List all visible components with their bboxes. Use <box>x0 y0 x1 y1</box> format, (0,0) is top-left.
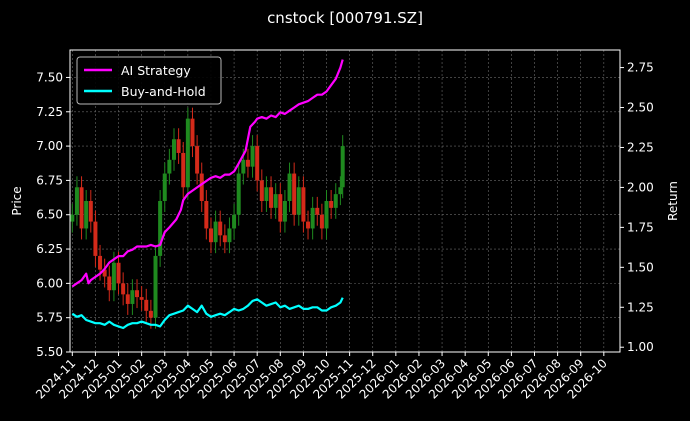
candle-body <box>324 201 329 229</box>
right-y-tick-label: 2.50 <box>627 101 654 115</box>
candle-body <box>195 146 200 174</box>
right-y-tick-label: 1.50 <box>627 260 654 274</box>
legend-box <box>76 56 222 105</box>
candle-body <box>264 187 269 201</box>
candle-body <box>162 173 167 201</box>
candle-body <box>93 221 98 256</box>
candle-body <box>88 201 93 222</box>
candle-body <box>315 207 320 215</box>
series-line-ai-strategy <box>71 59 344 288</box>
right-y-tick-label: 1.75 <box>627 220 654 234</box>
left-y-tick-label: 7.00 <box>36 139 63 153</box>
right-y-tick-label: 2.25 <box>627 140 654 154</box>
legend: AI Strategy Buy-and-Hold <box>76 56 222 105</box>
legend-label-buy-and-hold: Buy-and-Hold <box>121 84 206 99</box>
candle-body <box>310 207 315 229</box>
candle-body <box>287 173 292 201</box>
candle-body <box>301 187 306 222</box>
candle-body <box>176 139 181 153</box>
candle-body <box>190 118 195 147</box>
candle-body <box>84 201 89 229</box>
candle-body <box>255 146 260 181</box>
left-y-tick-label: 5.50 <box>36 345 63 359</box>
series-lines <box>71 59 344 330</box>
candle-body <box>340 146 345 188</box>
left-y-tick-label: 6.75 <box>36 173 63 187</box>
candle-body <box>167 159 172 174</box>
right-y-ticks: 1.00 1.25 1.50 1.75 2.00 2.25 2.50 2.75 <box>620 61 654 354</box>
candle-body <box>273 194 278 208</box>
candle-body <box>329 201 334 208</box>
left-y-tick-label: 6.50 <box>36 208 63 222</box>
candle-body <box>208 228 213 243</box>
left-y-axis-label: Price <box>10 186 24 215</box>
candle-body <box>259 180 264 201</box>
candle-body <box>199 173 204 201</box>
candle-body <box>282 201 287 222</box>
candle-body <box>153 255 158 318</box>
candle-body <box>213 221 218 243</box>
candle-body <box>158 201 163 256</box>
candle-body <box>74 187 79 215</box>
candle-body <box>232 214 237 229</box>
candle-body <box>338 187 343 195</box>
candle-body <box>222 235 227 243</box>
candle-body <box>333 194 338 208</box>
right-y-tick-label: 2.00 <box>627 180 654 194</box>
left-y-tick-label: 6.25 <box>36 242 63 256</box>
candle-body <box>269 187 274 208</box>
candle-body <box>319 214 324 229</box>
candle-body <box>245 159 250 167</box>
candle-body <box>98 255 103 270</box>
plot-frame <box>69 49 621 353</box>
candle-body <box>241 159 246 174</box>
candle-body <box>181 152 186 188</box>
candle-body <box>227 228 232 243</box>
right-y-tick-label: 2.75 <box>627 61 654 75</box>
left-y-tick-label: 7.50 <box>36 70 63 84</box>
candle-body <box>292 173 297 215</box>
left-y-tick-label: 6.00 <box>36 276 63 290</box>
candle-body <box>144 299 149 311</box>
candle-body <box>306 221 311 229</box>
series-line-buy-and-hold <box>71 297 344 330</box>
chart-title: cnstock [000791.SZ] <box>267 9 423 27</box>
right-y-tick-label: 1.25 <box>627 300 654 314</box>
candle-body <box>236 173 241 215</box>
left-y-tick-label: 7.25 <box>36 105 63 119</box>
candle-body <box>171 139 176 160</box>
candle-body <box>139 297 144 300</box>
candle-body <box>204 201 209 229</box>
candlesticks <box>70 107 345 329</box>
candle-body <box>125 294 130 304</box>
candle-body <box>79 187 84 229</box>
candle-body <box>116 262 121 284</box>
candle-body <box>148 310 153 318</box>
candle-body <box>121 283 126 295</box>
candle-body <box>70 214 75 222</box>
candle-body <box>218 221 223 236</box>
candle-body <box>278 194 283 222</box>
right-y-axis-label: Return <box>666 181 680 221</box>
candle-body <box>102 269 107 277</box>
left-y-ticks: 5.50 5.75 6.00 6.25 6.50 6.75 7.00 7.25 7.50 <box>36 70 70 359</box>
right-y-tick-label: 1.00 <box>627 340 654 354</box>
candle-body <box>111 262 116 291</box>
candle-body <box>135 290 140 298</box>
candle-body <box>296 187 301 215</box>
left-y-tick-label: 5.75 <box>36 311 63 325</box>
legend-label-ai-strategy: AI Strategy <box>121 63 191 78</box>
candle-body <box>130 290 135 304</box>
candle-body <box>107 276 112 291</box>
candle-body <box>250 146 255 167</box>
candle-body <box>185 118 190 188</box>
